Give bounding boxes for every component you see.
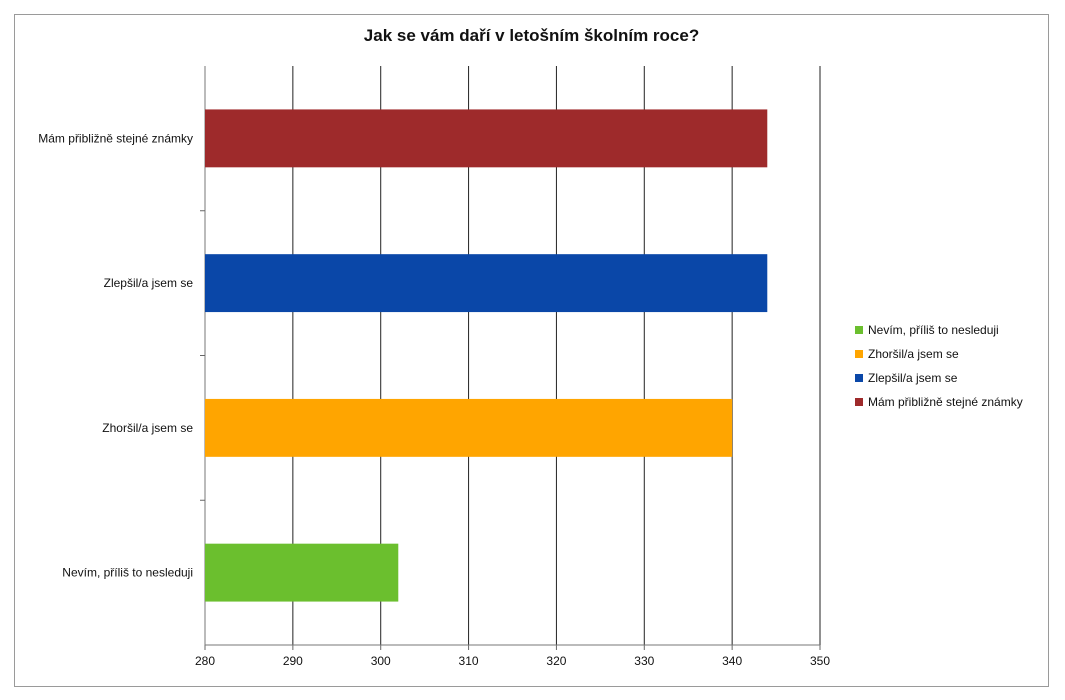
chart-legend: Nevím, příliš to nesleduji Zhoršil/a jse… bbox=[855, 318, 1023, 414]
y-category-label: Zhoršil/a jsem se bbox=[102, 421, 193, 435]
x-tick-label: 330 bbox=[634, 654, 654, 668]
legend-label: Zlepšil/a jsem se bbox=[868, 371, 958, 385]
chart-title: Jak se vám daří v letošním školním roce? bbox=[363, 26, 700, 45]
y-category-label: Zlepšil/a jsem se bbox=[104, 276, 194, 290]
x-tick-label: 290 bbox=[283, 654, 303, 668]
legend-item: Zhoršil/a jsem se bbox=[855, 342, 1023, 366]
legend-swatch bbox=[855, 398, 863, 406]
legend-label: Nevím, příliš to nesleduji bbox=[868, 323, 999, 337]
legend-label: Mám přibližně stejné známky bbox=[868, 395, 1023, 409]
legend-item: Mám přibližně stejné známky bbox=[855, 390, 1023, 414]
bar bbox=[205, 398, 733, 457]
legend-label: Zhoršil/a jsem se bbox=[868, 347, 959, 361]
x-tick-label: 350 bbox=[810, 654, 830, 668]
legend-swatch bbox=[855, 374, 863, 382]
legend-item: Nevím, příliš to nesleduji bbox=[855, 318, 1023, 342]
bar bbox=[205, 109, 768, 168]
x-tick-label: 310 bbox=[459, 654, 479, 668]
bar bbox=[205, 543, 399, 602]
legend-item: Zlepšil/a jsem se bbox=[855, 366, 1023, 390]
legend-swatch bbox=[855, 350, 863, 358]
x-tick-label: 340 bbox=[722, 654, 742, 668]
legend-swatch bbox=[855, 326, 863, 334]
x-tick-label: 300 bbox=[371, 654, 391, 668]
x-tick-label: 320 bbox=[546, 654, 566, 668]
bar bbox=[205, 254, 768, 313]
y-category-label: Mám přibližně stejné známky bbox=[38, 131, 193, 145]
x-tick-label: 280 bbox=[195, 654, 215, 668]
y-category-label: Nevím, příliš to nesleduji bbox=[62, 566, 193, 580]
